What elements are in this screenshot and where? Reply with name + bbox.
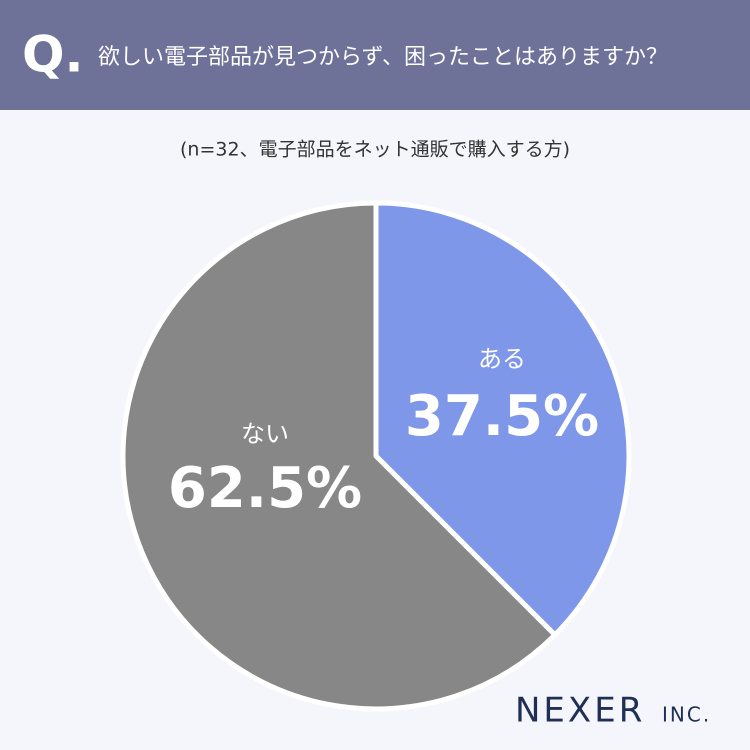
brand-suffix: INC. [662,703,711,727]
pie-slice [373,200,632,638]
pie: ある 37.5% ない 62.5% [120,200,632,712]
slice-value-label: 62.5% [168,456,362,521]
chart-title: 欲しい電子部品が見つからず、困ったことはありますか？ [98,45,668,70]
slice-value-label: 37.5% [405,384,599,449]
pie-slice [120,200,558,712]
question-mark: Q. [22,26,84,84]
header-band [0,0,750,110]
slice-category-label: ある [478,345,526,373]
brand-name: NEXER [515,691,645,731]
chart-subtitle: (n=32、電子部品をネット通販で購入する方) [180,139,570,161]
slice-category-label: ない [241,420,289,448]
